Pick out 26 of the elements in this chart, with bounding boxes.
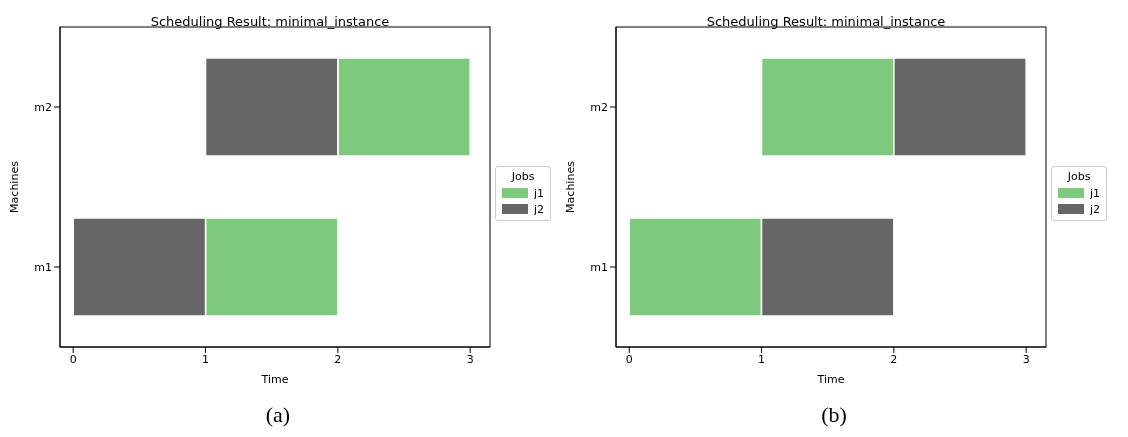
y-tick-label: m1	[34, 260, 52, 274]
x-tick-label: 1	[202, 352, 210, 366]
text: (b)	[820, 402, 848, 428]
legend-label: j1	[534, 186, 545, 200]
legend-title: Jobs	[1066, 170, 1092, 183]
y-tick-label: m2	[590, 100, 608, 114]
x-tick-label: 0	[69, 352, 77, 366]
x-tick-label: 3	[466, 352, 474, 366]
x-tick-label: 2	[334, 352, 342, 366]
y-axis-title: Machines	[7, 160, 21, 213]
y-tick-label: m2	[34, 100, 52, 114]
x-tick-label: 0	[625, 352, 633, 366]
x-axis-title: Time	[816, 373, 845, 386]
y-tick-label: m1	[590, 260, 608, 274]
legend-label: j1	[1090, 186, 1101, 200]
x-tick-label: 2	[890, 352, 898, 366]
chart-title: Scheduling Result: minimal_instance	[149, 14, 391, 29]
legend-title: Jobs	[510, 170, 536, 183]
legend-label: j2	[534, 202, 545, 216]
x-axis-title: Time	[260, 373, 289, 386]
x-tick-label: 3	[1022, 352, 1030, 366]
y-axis-title: Machines	[563, 160, 577, 213]
legend-label: j2	[1090, 202, 1101, 216]
text: (a)	[264, 402, 292, 428]
chart-title: Scheduling Result: minimal_instance	[705, 14, 947, 29]
x-tick-label: 1	[758, 352, 766, 366]
